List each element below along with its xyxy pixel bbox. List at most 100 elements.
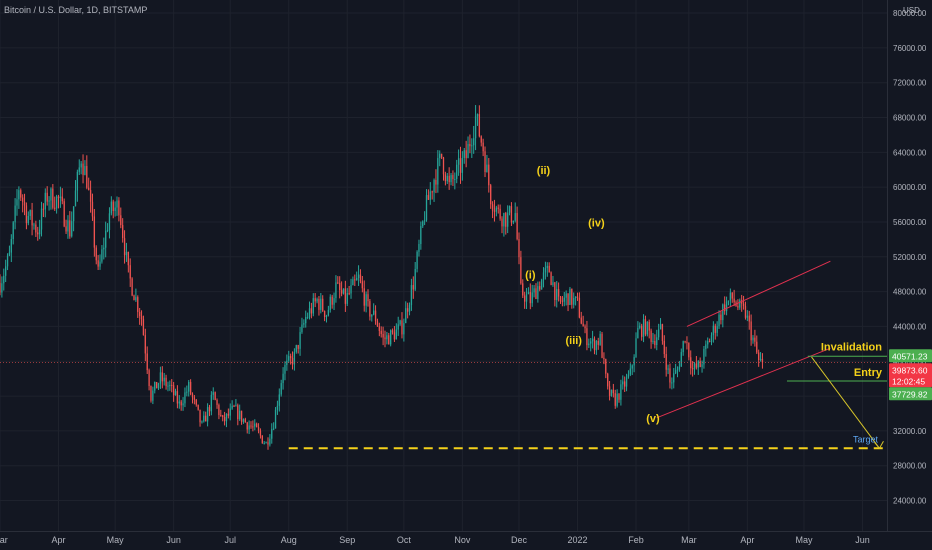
candle-body xyxy=(33,224,35,226)
candle-body xyxy=(72,206,75,222)
candle-body xyxy=(688,342,690,358)
candle-body xyxy=(21,197,24,202)
candle-body xyxy=(480,136,482,143)
time-tick-label: Jun xyxy=(166,535,181,545)
candle-body xyxy=(388,335,390,345)
candle-body xyxy=(474,116,477,139)
time-tick-label: Jun xyxy=(855,535,870,545)
projection-arrow-line xyxy=(811,356,880,449)
candle-body xyxy=(197,404,199,410)
candle-body xyxy=(620,384,622,400)
candle-body xyxy=(433,179,435,193)
candle-body xyxy=(71,221,73,237)
candle-body xyxy=(293,351,296,365)
candle-body xyxy=(382,333,384,338)
candle-body xyxy=(642,319,645,337)
candle-body xyxy=(327,309,330,316)
candle-body xyxy=(473,138,475,146)
candle-body xyxy=(269,438,271,445)
time-axis[interactable]: Mar Apr May Jun Jul Aug Sep Oct Nov Dec 2022 Feb Mar… xyxy=(0,535,870,545)
candle-body xyxy=(490,185,492,205)
candle-body xyxy=(405,308,407,324)
candle-body xyxy=(416,251,418,269)
candle-body xyxy=(350,285,352,294)
candle-body xyxy=(129,265,131,279)
candle-body xyxy=(222,415,224,417)
candle-body xyxy=(727,300,730,302)
candle-body xyxy=(510,206,513,223)
candle-body xyxy=(225,413,228,422)
candle-body xyxy=(50,188,52,201)
candle-body xyxy=(531,292,533,304)
candle-body xyxy=(586,328,588,346)
candle-body xyxy=(429,191,431,200)
candle-body xyxy=(180,401,182,406)
candle-body xyxy=(163,377,165,382)
candle-body xyxy=(523,295,526,302)
candle-body xyxy=(186,391,188,393)
candle-body xyxy=(6,255,9,267)
candle-body xyxy=(616,393,618,406)
candle-body xyxy=(227,413,230,416)
candles xyxy=(0,105,764,450)
projection-arrow-head xyxy=(874,441,884,450)
time-tick-label: May xyxy=(795,535,813,545)
price-axis[interactable]: 24000.0028000.0032000.0036000.0040000.00… xyxy=(893,9,927,505)
candle-body xyxy=(259,430,262,436)
candle-body xyxy=(590,341,592,344)
candle-body xyxy=(89,190,92,202)
wave-label: (i) xyxy=(525,270,536,282)
candle-body xyxy=(440,153,443,158)
candle-body xyxy=(248,425,250,430)
candle-body xyxy=(625,377,628,387)
price-tick-label: 56000.00 xyxy=(893,218,927,227)
candle-body xyxy=(316,299,318,302)
candle-body xyxy=(93,216,96,248)
candle-body xyxy=(84,166,86,175)
candle-body xyxy=(172,385,175,396)
price-tick-label: 24000.00 xyxy=(893,497,927,506)
candle-body xyxy=(193,397,196,400)
candle-body xyxy=(55,196,58,209)
candle-body xyxy=(301,324,303,333)
candle-body xyxy=(729,292,732,301)
candle-body xyxy=(499,208,501,219)
candle-body xyxy=(652,340,654,342)
candle-body xyxy=(720,314,722,321)
candle-body xyxy=(646,321,648,335)
candle-body xyxy=(505,213,507,227)
candle-body xyxy=(154,381,156,391)
candle-body xyxy=(695,363,698,368)
candle-body xyxy=(395,329,397,340)
candle-body xyxy=(214,392,216,400)
time-tick-label: Apr xyxy=(51,535,65,545)
candle-body xyxy=(597,341,599,345)
candle-body xyxy=(178,401,180,404)
time-tick-label: Apr xyxy=(740,535,754,545)
candle-body xyxy=(340,290,343,294)
candle-body xyxy=(576,296,579,298)
candle-body xyxy=(725,301,728,312)
candle-body xyxy=(631,365,633,369)
candle-body xyxy=(546,265,548,269)
candle-body xyxy=(208,407,211,412)
candle-body xyxy=(274,409,277,429)
candle-body xyxy=(540,279,543,290)
candle-body xyxy=(97,260,99,267)
candle-body xyxy=(622,381,624,385)
candle-body xyxy=(76,171,79,191)
candle-body xyxy=(314,298,316,302)
candle-body xyxy=(425,195,428,221)
candle-body xyxy=(299,332,301,349)
candle-body xyxy=(367,294,369,302)
candle-body xyxy=(552,282,554,285)
candle-body xyxy=(203,415,205,422)
candle-body xyxy=(91,201,94,217)
candle-body xyxy=(291,357,294,365)
candle-body xyxy=(612,389,615,394)
candle-body xyxy=(557,289,560,297)
candle-body xyxy=(310,308,313,314)
